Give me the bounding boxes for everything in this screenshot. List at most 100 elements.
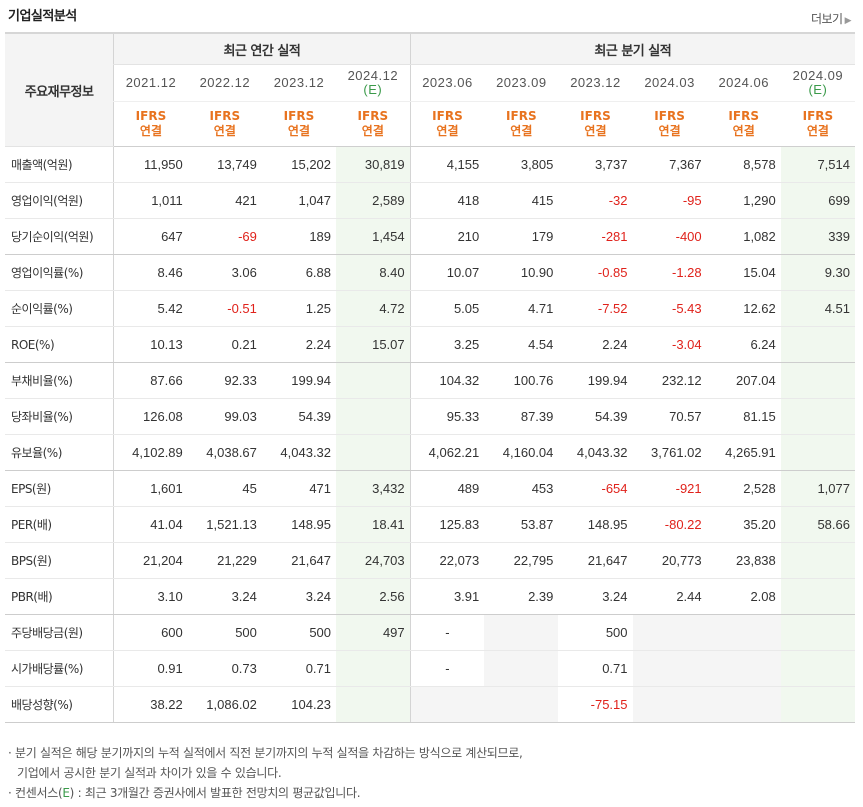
table-cell: 9.30	[780, 254, 855, 291]
table-cell: 12.62	[706, 290, 781, 327]
table-cell: 4,160.04	[484, 434, 559, 471]
table-cell: 1,047	[261, 182, 337, 219]
table-cell: 30,819	[336, 146, 411, 183]
table-cell: 189	[261, 218, 337, 255]
table-cell: 500	[187, 614, 262, 651]
row-label: 당기순이익(억원)	[5, 218, 114, 255]
table-cell: 1,077	[780, 470, 855, 507]
table-row: 영업이익률(%) 8.46 3.06 6.88 8.40 10.07 10.90 -0.85-…	[5, 254, 855, 291]
accounting-standard: IFRS 연결	[780, 101, 855, 147]
table-cell	[336, 650, 411, 687]
table-cell: -281	[558, 218, 633, 255]
table-cell: 3.24	[558, 578, 633, 615]
table-cell: -80.22	[632, 506, 707, 543]
period-header: 2023.12	[558, 64, 633, 102]
row-label: 부채비율(%)	[5, 362, 114, 399]
table-cell	[780, 362, 855, 399]
table-cell: -5.43	[632, 290, 707, 327]
table-cell: 600	[113, 614, 188, 651]
table-row: 배당성향(%) 38.22 1,086.02 104.23 -75.15	[5, 686, 855, 723]
table-cell	[780, 614, 855, 651]
accounting-standard: IFRS 연결	[558, 101, 633, 147]
row-label: 영업이익(억원)	[5, 182, 114, 219]
table-row: 영업이익(억원) 1,011 421 1,047 2,589 418 415 -32 -95 1,…	[5, 182, 855, 219]
table-cell: 6.88	[261, 254, 337, 291]
accounting-standard: IFRS 연결	[632, 101, 707, 147]
table-cell	[336, 434, 411, 471]
table-cell	[706, 650, 781, 687]
table-cell: 7,367	[632, 146, 707, 183]
table-cell: 1,290	[706, 182, 781, 219]
table-cell: 339	[780, 218, 855, 255]
table-cell: -69	[187, 218, 262, 255]
standard-ifrs: IFRS	[654, 109, 685, 123]
period-header: 2023.06	[409, 64, 485, 102]
table-cell: 2.24	[261, 326, 337, 363]
table-cell: 415	[484, 182, 559, 219]
table-cell: 0.71	[261, 650, 337, 687]
table-cell	[780, 578, 855, 615]
row-label: 순이익률(%)	[5, 290, 114, 327]
table-row: PBR(배) 3.10 3.24 3.24 2.56 3.91 2.39 3.24 2.44 2.…	[5, 578, 855, 615]
accounting-standard: IFRS 연결	[113, 101, 188, 147]
period-date: 2023.09	[496, 75, 547, 90]
table-row: 당기순이익(억원) 647 -69 189 1,454 210 179 -281 -400 1,0…	[5, 218, 855, 255]
standard-ifrs: IFRS	[209, 109, 241, 123]
financial-summary-table: 주요재무정보 최근 연간 실적 최근 분기 실적 2021.12 2022.12 2…	[5, 32, 855, 723]
standard-ifrs: IFRS	[357, 109, 389, 123]
estimate-mark: E	[62, 786, 70, 800]
table-cell: 1.25	[261, 290, 337, 327]
row-label: PBR(배)	[5, 578, 114, 615]
standard-consolidated: 연결	[806, 124, 829, 138]
table-cell: 11,950	[113, 146, 188, 183]
period-date: 2023.12	[570, 75, 621, 90]
table-cell	[780, 686, 855, 723]
table-cell: 23,838	[706, 542, 781, 579]
estimate-mark: (E)	[808, 82, 828, 97]
table-cell	[336, 398, 411, 435]
row-header-label: 주요재무정보	[5, 32, 114, 147]
footnote-consensus: · 컨센서스(E) : 최근 3개월간 증권사에서 발표한 전망치의 평균값입니…	[8, 783, 523, 803]
row-label: 매출액(억원)	[5, 146, 114, 183]
table-cell: 58.66	[780, 506, 855, 543]
table-cell: 699	[780, 182, 855, 219]
table-cell: 199.94	[558, 362, 633, 399]
table-cell: 125.83	[409, 506, 485, 543]
table-cell: 15,202	[261, 146, 337, 183]
table-cell: -7.52	[558, 290, 633, 327]
table-cell: 3.10	[113, 578, 188, 615]
standard-consolidated: 연결	[436, 124, 459, 138]
table-cell: 2.56	[336, 578, 411, 615]
table-cell: 4.72	[336, 290, 411, 327]
table-row: ROE(%) 10.13 0.21 2.24 15.07 3.25 4.54 2.24 -3.0…	[5, 326, 855, 363]
table-cell: 4,265.91	[706, 434, 781, 471]
estimate-mark: (E)	[363, 82, 383, 97]
table-cell: 22,073	[409, 542, 485, 579]
accounting-standard: IFRS 연결	[706, 101, 781, 147]
table-cell: 471	[261, 470, 337, 507]
table-cell: 45	[187, 470, 262, 507]
table-cell: 0.71	[558, 650, 633, 687]
table-cell	[484, 614, 559, 651]
row-label: 당좌비율(%)	[5, 398, 114, 435]
table-cell: 8,578	[706, 146, 781, 183]
table-cell: 1,454	[336, 218, 411, 255]
table-cell: 4,043.32	[261, 434, 337, 471]
table-cell	[780, 650, 855, 687]
table-cell: 8.40	[336, 254, 411, 291]
more-link[interactable]: 더보기 ▶	[811, 10, 852, 27]
table-cell	[484, 650, 559, 687]
table-cell: 10.13	[113, 326, 188, 363]
table-cell: 13,749	[187, 146, 262, 183]
table-cell: 210	[409, 218, 485, 255]
table-cell: 53.87	[484, 506, 559, 543]
table-cell	[632, 614, 707, 651]
table-cell: 54.39	[558, 398, 633, 435]
row-label: 배당성향(%)	[5, 686, 114, 723]
table-cell: -921	[632, 470, 707, 507]
table-cell: 8.46	[113, 254, 188, 291]
table-row: 시가배당률(%) 0.91 0.73 0.71-0.71	[5, 650, 855, 687]
table-cell: 18.41	[336, 506, 411, 543]
table-cell: 3.24	[187, 578, 262, 615]
accounting-standard: IFRS 연결	[484, 101, 559, 147]
